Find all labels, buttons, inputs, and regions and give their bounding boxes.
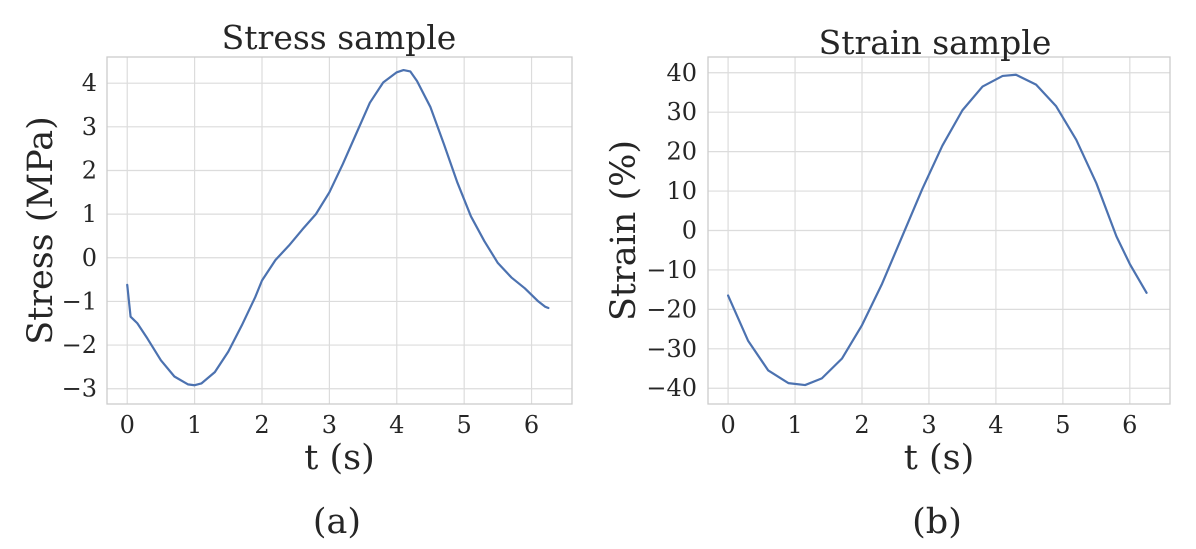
stress-x-tick-label: 0 [120, 411, 135, 439]
stress-y-tick-label: 1 [82, 200, 97, 228]
stress-x-tick-label: 1 [187, 411, 202, 439]
strain-x-tick-label: 2 [854, 411, 869, 439]
strain-y-tick-label: 30 [666, 98, 697, 126]
strain-x-tick-label: 6 [1122, 411, 1137, 439]
stress-series-line [126, 68, 550, 387]
stress-y-tick-label: −2 [62, 331, 97, 359]
strain-caption: (b) [912, 502, 962, 542]
strain-x-tick-label: 1 [787, 411, 802, 439]
strain-x-tick-label: 4 [988, 411, 1003, 439]
stress-y-axis-label: Stress (MPa) [21, 116, 61, 345]
stress-chart-panel: 0 1 2 3 4 5 6 −3 −2 −1 0 1 2 3 4 Stress sample t (s) Stre… [21, 18, 573, 542]
strain-y-tick-label: −30 [646, 335, 697, 363]
stress-x-tick-label: 5 [457, 411, 472, 439]
strain-y-tick-label: 40 [666, 59, 697, 87]
stress-plot-frame [106, 56, 573, 405]
stress-y-tick-label: −3 [62, 375, 97, 403]
stress-x-axis-label: t (s) [304, 438, 374, 478]
strain-y-tick-label: −40 [646, 374, 697, 402]
stress-chart-title: Stress sample [222, 18, 457, 57]
strain-y-tick-label: −10 [646, 256, 697, 284]
strain-plot-frame [707, 56, 1171, 405]
strain-y-tick-label: 20 [666, 138, 697, 166]
stress-x-tick-label: 6 [524, 411, 539, 439]
strain-y-tick-label: 0 [682, 217, 697, 245]
stress-y-tick-label: −1 [62, 287, 97, 315]
stress-caption: (a) [313, 502, 361, 542]
strain-x-tick-label: 0 [720, 411, 735, 439]
stress-x-tick-label: 4 [389, 411, 404, 439]
strain-chart-panel: 0 1 2 3 4 5 6 −40 −30 −20 −10 0 10 20 30 40 Strain sampl… [604, 23, 1171, 542]
stress-y-tick-label: 0 [82, 244, 97, 272]
strain-x-tick-label: 3 [921, 411, 936, 439]
strain-series-line [726, 73, 1148, 387]
strain-x-tick-label: 5 [1055, 411, 1070, 439]
stress-y-tick-label: 3 [82, 113, 97, 141]
strain-x-axis-label: t (s) [904, 438, 974, 478]
strain-y-tick-label: −20 [646, 295, 697, 323]
stress-x-tick-label: 3 [322, 411, 337, 439]
stress-y-tick-label: 2 [82, 156, 97, 184]
stress-x-tick-label: 2 [254, 411, 269, 439]
strain-chart-title: Strain sample [819, 23, 1052, 62]
stress-y-tick-label: 4 [82, 69, 97, 97]
strain-y-axis-label: Strain (%) [604, 140, 644, 321]
strain-y-tick-label: 10 [666, 177, 697, 205]
